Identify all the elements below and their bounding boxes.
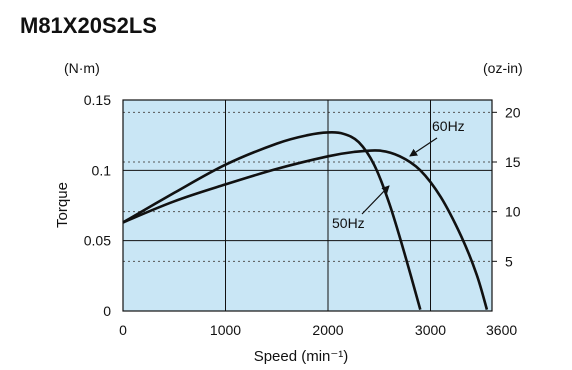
plot-area: 5 10 15 20 0 0.05 0.1 0.15 0 1000 2000 3000 3600 60Hz… (84, 92, 521, 338)
right-axis-unit: (oz-in) (483, 60, 523, 76)
annotation-arrow-60hz (409, 137, 438, 157)
right-tick-label: 15 (505, 154, 521, 170)
x-tick-label: 3600 (486, 322, 517, 338)
y-tick-label: 0.1 (92, 162, 112, 178)
right-tick-label: 10 (505, 204, 521, 220)
x-tick-label: 0 (119, 322, 127, 338)
right-tick-label: 20 (505, 104, 521, 120)
plot-frame (122, 99, 493, 312)
y-axis-title: Torque (54, 182, 71, 228)
x-tick-label: 2000 (312, 322, 343, 338)
right-tick-label: 5 (505, 253, 513, 269)
y-tick-label: 0 (103, 303, 111, 319)
series-line-50hz (122, 130, 422, 310)
x-axis-title: Speed (min⁻¹) (254, 348, 349, 365)
x-tick-label: 3000 (415, 322, 446, 338)
series-line-60hz (122, 149, 489, 310)
y-tick-label: 0.15 (84, 92, 111, 108)
series-label-50hz: 50Hz (332, 215, 365, 231)
y-tick-label: 0.05 (84, 233, 111, 249)
x-tick-label: 1000 (210, 322, 241, 338)
annotation-arrow-50hz (361, 185, 390, 215)
left-axis-unit: (N·m) (64, 60, 100, 76)
series-label-60hz: 60Hz (432, 118, 465, 134)
chart-title: M81X20S2LS (20, 13, 157, 38)
